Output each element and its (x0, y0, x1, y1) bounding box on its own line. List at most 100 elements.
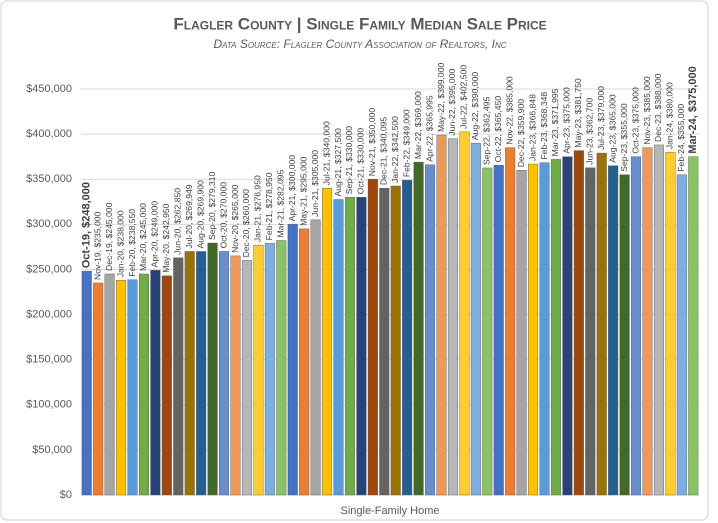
data-label: Aug-22, $390,000 (470, 72, 480, 141)
chart-subtitle: Data Source: Flagler County Association … (213, 37, 506, 51)
data-label: Jul-22, $402,500 (459, 65, 469, 129)
bar (505, 147, 516, 496)
data-label: Mar-20, $245,000 (138, 203, 148, 271)
bar (219, 251, 230, 496)
bar (93, 282, 104, 496)
bar (447, 138, 458, 496)
data-label: Nov-23, $385,000 (642, 76, 652, 145)
bar (631, 156, 642, 496)
bar (528, 163, 539, 496)
y-tick-label: $250,000 (26, 263, 72, 275)
data-label: Jul-20, $269,949 (184, 184, 194, 248)
bar (642, 147, 653, 496)
bar (425, 164, 436, 496)
bar (539, 162, 550, 496)
bar (184, 251, 195, 496)
data-label: Nov-20, $265,000 (230, 184, 240, 253)
bar (81, 271, 92, 496)
data-label: Sep-21, $330,000 (344, 126, 354, 195)
bar (264, 243, 275, 496)
data-label: Apr-20, $249,000 (150, 201, 160, 268)
data-label: Dec-19, $245,000 (104, 202, 114, 271)
data-label: Nov-19, $235,000 (92, 211, 102, 280)
data-label: Jan-22, $342,500 (390, 116, 400, 183)
data-label: Feb-22, $349,000 (401, 109, 411, 177)
x-axis-label: Single-Family Home (340, 505, 439, 517)
bar (390, 185, 401, 496)
bar (104, 273, 115, 496)
data-label: May-22, $399,000 (436, 63, 446, 132)
bar (459, 131, 470, 496)
data-label: Dec-21, $340,095 (379, 117, 389, 186)
bar (173, 257, 184, 496)
bar (493, 165, 504, 496)
data-label: May-23, $381,750 (573, 78, 583, 147)
data-label: Jan-21, $276,950 (253, 175, 263, 242)
data-label: Dec-20, $260,000 (241, 189, 251, 258)
data-label: May-21, $295,000 (298, 156, 308, 225)
y-tick-label: $50,000 (32, 444, 72, 456)
bar (333, 199, 344, 496)
bar (230, 255, 241, 496)
bar (619, 174, 630, 496)
data-label: Mar-22, $369,000 (413, 91, 423, 159)
bar (127, 279, 138, 496)
bar (585, 167, 596, 496)
data-label: Jul-21, $340,000 (321, 121, 331, 185)
data-label: Oct-22, $365,450 (493, 96, 503, 163)
bar (253, 244, 264, 496)
data-label: Jan-24, $380,000 (665, 82, 675, 149)
data-label: Oct-19, $248,000 (81, 182, 93, 268)
bar (482, 167, 493, 496)
bar (436, 134, 447, 496)
data-label: Feb-20, $238,550 (127, 209, 137, 277)
y-tick-label: $400,000 (26, 128, 72, 140)
bar (367, 179, 378, 496)
bar (653, 144, 664, 496)
data-label: Apr-22, $365,995 (424, 95, 434, 162)
data-label: Aug-23, $365,000 (607, 94, 617, 163)
bar (608, 165, 619, 496)
data-label: Mar-23, $371,995 (550, 88, 560, 156)
data-label: Jun-21, $305,000 (310, 150, 320, 217)
chart-title: Flagler County | Single Family Median Sa… (173, 14, 546, 33)
data-label: Aug-20, $269,900 (195, 180, 205, 249)
bar (676, 174, 687, 496)
bar (379, 187, 390, 496)
bar (573, 150, 584, 496)
y-tick-label: $450,000 (26, 83, 72, 95)
bar (356, 197, 367, 496)
data-label: Jun-20, $262,850 (173, 188, 183, 255)
y-tick-label: $350,000 (26, 173, 72, 185)
bar (562, 156, 573, 496)
bar (470, 142, 481, 496)
data-label: Oct-20, $270,000 (218, 182, 228, 249)
data-label: Sep-20, $279,310 (207, 171, 217, 240)
data-label: Mar-21, $282,095 (276, 169, 286, 237)
bar (322, 188, 333, 496)
data-label: Mar-24, $375,000 (687, 66, 699, 153)
bar (150, 270, 161, 496)
data-label: Jun-23, $362,700 (585, 98, 595, 165)
data-label: Jun-22, $395,000 (447, 69, 457, 136)
bar (196, 251, 207, 496)
bar (413, 161, 424, 496)
bar (665, 151, 676, 496)
data-label: Feb-21, $278,950 (264, 172, 274, 240)
bar (161, 275, 172, 496)
data-label: Sep-22, $362,495 (482, 96, 492, 165)
bar (207, 242, 218, 496)
bar (516, 170, 527, 496)
data-label: Apr-21, $300,000 (287, 155, 297, 222)
data-label: Apr-23, $375,000 (562, 87, 572, 154)
y-tick-label: $200,000 (26, 308, 72, 320)
data-label: May-20, $242,950 (161, 203, 171, 272)
bar (344, 197, 355, 496)
data-label: Feb-24, $355,000 (676, 104, 686, 172)
bar (299, 228, 310, 496)
data-label: Sep-23, $355,000 (619, 103, 629, 172)
data-label: Oct-23, $375,000 (630, 87, 640, 154)
bar (287, 224, 298, 496)
data-label: Dec-23, $388,000 (653, 73, 663, 142)
